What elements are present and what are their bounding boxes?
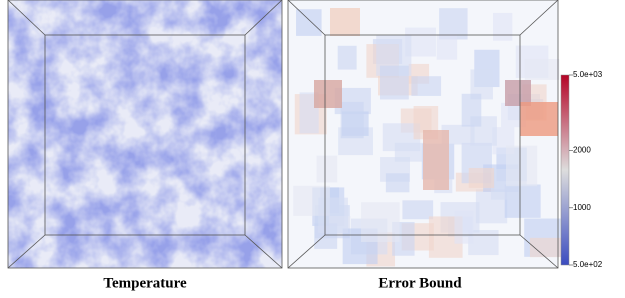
block <box>402 200 433 219</box>
block <box>296 9 322 36</box>
figure: Temperature Error Bound 5.0e+03200010005… <box>0 0 625 298</box>
temperature-panel: Temperature <box>8 0 282 291</box>
tick-label: 2000 <box>573 146 591 155</box>
caption: Error Bound <box>378 275 462 291</box>
block <box>386 173 410 192</box>
block <box>395 143 425 162</box>
block <box>423 130 449 190</box>
block <box>317 156 338 183</box>
block <box>330 8 360 36</box>
tick-label: 1000 <box>573 203 591 212</box>
block <box>314 80 342 108</box>
block <box>520 102 558 136</box>
block <box>493 13 512 41</box>
block <box>338 46 357 70</box>
block <box>318 198 348 233</box>
block <box>525 59 559 80</box>
block <box>469 168 494 188</box>
colorbar-gradient <box>561 75 569 265</box>
block <box>455 211 474 244</box>
block <box>411 76 441 96</box>
caption: Temperature <box>103 275 187 291</box>
volume-render <box>8 0 282 268</box>
block <box>437 34 457 59</box>
error-bound-panel: Error Bound <box>288 0 569 291</box>
block <box>462 94 482 127</box>
block <box>380 66 409 100</box>
tick-label: 5.0e+02 <box>573 260 603 269</box>
block <box>341 102 364 138</box>
block <box>361 202 400 242</box>
colorbar: 5.0e+03 2000 1000 5.0e+02 <box>561 70 603 269</box>
tick-label: 5.0e+03 <box>573 70 603 79</box>
block <box>506 146 537 187</box>
